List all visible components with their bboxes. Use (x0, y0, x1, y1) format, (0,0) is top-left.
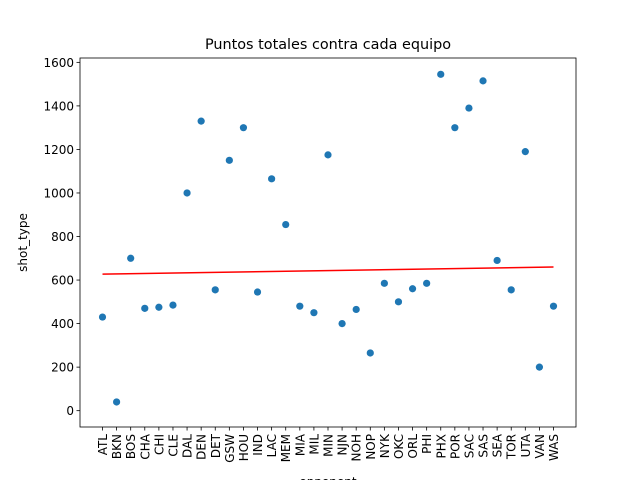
data-point-phi (423, 279, 431, 287)
data-point-atl (98, 313, 107, 321)
x-tick-label: VAN (533, 434, 547, 459)
data-point-noh (352, 305, 360, 314)
x-tick-label: CHA (138, 433, 152, 459)
x-tick-label: GSW (223, 434, 237, 463)
y-tick-label: 600 (51, 274, 74, 288)
x-tick-label: ORL (406, 434, 420, 459)
x-tick-label: DEN (195, 434, 209, 460)
x-tick-label: PHX (434, 434, 448, 458)
x-tick-label: CHI (152, 434, 166, 455)
x-tick-label: SAC (462, 434, 476, 458)
y-tick-label: 200 (51, 361, 74, 375)
data-point-van (535, 363, 544, 371)
y-axis-ticks: 0 200 400 600 800 1000 1200 1400 1600 (43, 56, 80, 418)
data-point-ind (253, 288, 262, 296)
data-point-okc (394, 298, 403, 306)
data-point-uta (521, 148, 529, 156)
data-point-chi (155, 303, 163, 311)
y-tick-label: 0 (66, 404, 74, 418)
x-tick-label: NOH (350, 434, 364, 461)
y-tick-label: 1200 (43, 143, 74, 157)
data-point-hou (239, 124, 248, 132)
data-points (98, 70, 558, 406)
x-tick-label: NOP (364, 434, 378, 460)
data-point-phx (437, 70, 445, 78)
y-tick-label: 1600 (43, 56, 74, 70)
data-point-sea (493, 256, 501, 265)
plot-area-frame (79, 57, 577, 428)
data-point-tor (507, 286, 515, 294)
x-tick-label: OKC (392, 434, 406, 459)
data-point-orl (408, 285, 417, 293)
data-point-was (549, 302, 558, 310)
data-point-cle (169, 301, 177, 309)
data-point-dal (183, 189, 191, 197)
data-point-sas (479, 77, 487, 85)
data-point-lac (268, 175, 276, 183)
x-tick-label: TOR (505, 434, 519, 460)
x-tick-label: POR (448, 434, 462, 459)
x-tick-label: UTA (519, 433, 533, 457)
y-tick-label: 400 (51, 317, 74, 331)
x-tick-label: HOU (237, 434, 251, 461)
x-tick-label: SAS (477, 434, 491, 458)
data-point-min (324, 151, 332, 159)
x-tick-label: SEA (491, 433, 505, 457)
x-tick-label: NJN (336, 434, 350, 456)
x-tick-label: NYK (378, 433, 392, 458)
y-tick-label: 1400 (43, 99, 74, 113)
data-point-por (451, 124, 459, 132)
y-axis-label: shot_type (16, 213, 30, 272)
x-tick-label: MIL (307, 434, 321, 455)
data-point-nyk (380, 279, 388, 287)
data-point-gsw (225, 156, 233, 164)
data-point-cha (141, 304, 149, 312)
data-point-den (197, 117, 205, 125)
data-point-sac (465, 104, 473, 112)
data-point-mem (282, 220, 290, 229)
data-point-mil (310, 309, 318, 317)
data-point-nop (366, 349, 374, 357)
x-axis-label: opponent (299, 475, 357, 480)
x-tick-label: BKN (110, 434, 124, 459)
x-tick-label: PHI (420, 434, 434, 454)
x-tick-label: IND (251, 434, 265, 456)
x-axis-ticks: ATL BKN BOS CHA CHI CLE DAL DEN DET GSW HOU IND LAC M… (96, 427, 561, 463)
x-tick-label: MIA (293, 433, 307, 456)
x-tick-label: WAS (547, 434, 561, 461)
x-tick-label: BOS (124, 434, 138, 459)
x-tick-label: LAC (265, 434, 279, 457)
x-tick-label: CLE (166, 434, 180, 457)
chart-title: Puntos totales contra cada equipo (205, 37, 451, 53)
y-tick-label: 1000 (43, 186, 74, 200)
x-tick-label: ATL (96, 434, 110, 456)
data-point-bos (127, 254, 135, 262)
data-point-njn (338, 319, 346, 328)
data-point-mia (296, 302, 304, 310)
trend-line (102, 266, 554, 275)
data-point-bkn (112, 398, 121, 406)
x-tick-label: DAL (181, 434, 195, 458)
y-tick-label: 800 (51, 230, 74, 244)
data-point-det (211, 286, 219, 294)
x-tick-label: MIN (322, 434, 336, 457)
x-tick-label: MEM (279, 434, 293, 462)
x-tick-label: DET (209, 433, 223, 458)
